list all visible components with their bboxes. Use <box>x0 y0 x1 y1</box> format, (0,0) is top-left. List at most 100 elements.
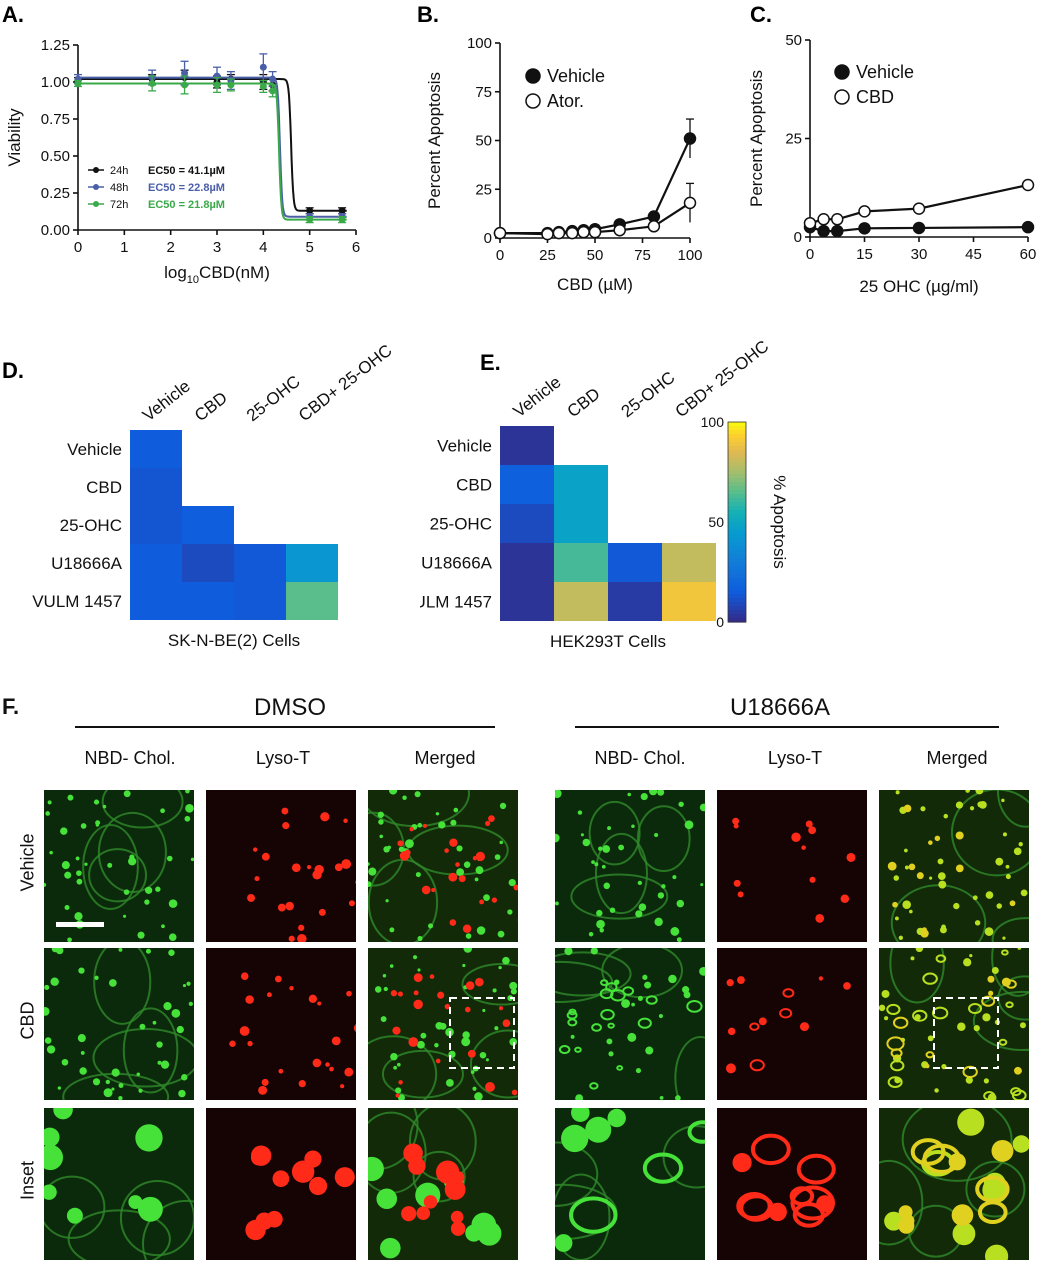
e-colorbar-segment <box>728 450 746 455</box>
green-vesicle <box>380 1237 401 1259</box>
green-vesicle <box>123 790 131 798</box>
green-vesicle <box>383 986 388 992</box>
green-vesicle <box>555 1234 573 1252</box>
b-y-tick-label: 0 <box>484 230 492 247</box>
green-vesicle <box>635 1068 642 1074</box>
green-vesicle <box>1019 1022 1026 1029</box>
green-vesicle <box>670 927 680 936</box>
green-vesicle <box>575 1094 584 1100</box>
c-legend-label-Vehicle: Vehicle <box>856 62 914 82</box>
green-vesicle <box>128 857 137 866</box>
green-vesicle <box>138 1088 143 1093</box>
red-vesicle <box>903 804 912 813</box>
green-vesicle <box>376 1188 398 1210</box>
e-cell-r3-c3 <box>662 543 716 582</box>
inset-box <box>933 997 999 1069</box>
c-x-tick-label: 45 <box>965 246 982 263</box>
panel-b-chart: B. 0 25 50 75 100 0 25 50 75 100 Percent Apoptosis… <box>417 2 703 294</box>
micrograph-image <box>368 948 518 1100</box>
red-vesicle <box>450 1210 464 1224</box>
green-vesicle <box>128 1195 143 1210</box>
red-vesicle <box>266 992 272 998</box>
red-vesicle <box>948 1153 966 1171</box>
green-vesicle <box>975 790 984 795</box>
b-point-Ator. <box>541 227 554 241</box>
green-vesicle <box>44 1037 52 1044</box>
green-vesicle <box>492 988 497 993</box>
green-vesicle <box>605 982 618 992</box>
red-vesicle <box>491 897 498 903</box>
c-point-Vehicle <box>817 224 830 238</box>
green-vesicle <box>606 1038 613 1045</box>
e-colorbar-segment <box>728 614 746 619</box>
a-fit-24h <box>78 78 347 212</box>
b-y-tick-label: 75 <box>475 84 492 101</box>
red-vesicle <box>306 865 312 870</box>
e-colorbar-segment <box>728 566 746 571</box>
red-vesicle <box>727 1027 736 1036</box>
green-vesicle <box>1020 889 1028 897</box>
red-vesicle <box>782 988 795 998</box>
red-vesicle <box>513 884 518 891</box>
e-colorbar-segment <box>728 554 746 559</box>
red-vesicle <box>758 1017 767 1026</box>
red-vesicle <box>340 1084 345 1089</box>
green-vesicle <box>166 855 173 862</box>
red-vesicle <box>448 872 458 882</box>
e-col-label: CBD+ 25-OHC <box>672 337 773 421</box>
red-vesicle <box>278 1068 284 1074</box>
green-vesicle <box>591 860 595 864</box>
red-vesicle <box>422 823 427 828</box>
green-vesicle <box>463 948 473 953</box>
green-vesicle <box>118 1095 123 1100</box>
d-cell-r3-c0 <box>130 544 182 582</box>
e-colorbar-segment <box>728 546 746 551</box>
green-vesicle <box>654 832 659 837</box>
a-fit-48h <box>78 76 347 218</box>
green-vesicle <box>61 1058 69 1066</box>
green-vesicle <box>474 1092 483 1100</box>
green-vesicle <box>396 1062 401 1067</box>
a-y-tick-label: 0.50 <box>41 148 70 165</box>
green-vesicle <box>156 1041 163 1048</box>
panel-a-chart: A. 0 1 2 3 4 5 6 0.00 0.25 0.50 0.75 1.00 1.25 Viabil… <box>2 2 360 286</box>
row-label-inset: Inset <box>17 1160 38 1201</box>
green-vesicle <box>64 904 70 910</box>
green-vesicle <box>1012 1135 1029 1153</box>
red-vesicle <box>401 1206 417 1222</box>
green-vesicle <box>508 878 516 887</box>
panel-c-letter: C. <box>750 2 772 27</box>
green-vesicle <box>659 1096 664 1100</box>
red-vesicle <box>346 990 352 997</box>
micrograph-background <box>717 1108 867 1260</box>
red-vesicle <box>437 991 445 999</box>
red-vesicle <box>253 847 258 852</box>
a-point-72h <box>269 87 277 95</box>
red-vesicle <box>317 1001 322 1006</box>
red-vesicle <box>403 1143 423 1163</box>
green-vesicle <box>649 790 658 796</box>
red-vesicle <box>334 863 343 872</box>
red-vesicle <box>298 924 305 931</box>
green-vesicle <box>1018 842 1023 847</box>
cell-outline <box>991 948 1029 997</box>
red-vesicle <box>247 894 256 902</box>
e-cell-r4-c2 <box>608 582 662 621</box>
red-vesicle <box>498 1006 504 1011</box>
cell-outline <box>555 951 632 997</box>
red-vesicle <box>808 826 817 835</box>
micrograph-image <box>879 790 1029 942</box>
green-vesicle <box>438 821 446 829</box>
red-vesicle <box>318 908 326 916</box>
green-vesicle <box>60 827 68 835</box>
red-vesicle <box>455 862 460 867</box>
green-vesicle <box>588 931 594 937</box>
green-vesicle <box>607 1022 615 1029</box>
green-vesicle <box>676 899 685 908</box>
red-vesicle <box>258 1085 268 1095</box>
red-vesicle <box>934 835 941 842</box>
green-vesicle <box>568 1008 577 1016</box>
green-vesicle <box>44 882 47 887</box>
e-colorbar-segment <box>728 422 746 427</box>
